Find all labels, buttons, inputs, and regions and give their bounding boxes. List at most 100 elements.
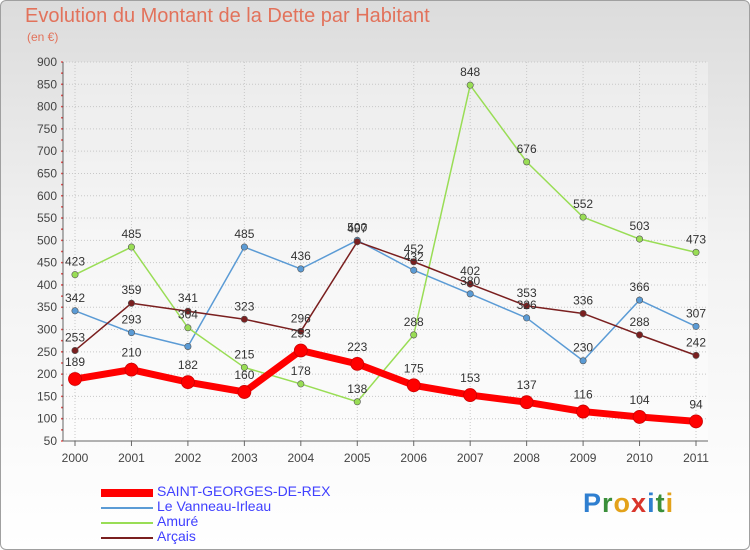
y-minor-tick: [61, 350, 63, 353]
y-minor-tick: [61, 61, 63, 63]
data-point: [184, 324, 192, 332]
y-minor-tick: [61, 250, 63, 253]
y-minor-tick: [61, 317, 63, 320]
y-tick-label: 550: [37, 211, 57, 225]
data-point: [466, 81, 474, 89]
y-minor-tick: [61, 384, 63, 387]
y-tick-label: 400: [37, 278, 57, 292]
data-label: 452: [404, 242, 424, 256]
data-point: [127, 329, 135, 337]
data-label: 215: [234, 347, 254, 361]
data-point: [692, 248, 700, 256]
data-point: [124, 362, 139, 377]
y-minor-tick: [61, 284, 63, 286]
y-tick-label: 900: [37, 55, 57, 69]
data-point: [127, 243, 135, 251]
data-label: 473: [686, 232, 706, 246]
data-point: [240, 363, 248, 371]
data-point: [237, 385, 252, 399]
data-label: 485: [234, 227, 254, 241]
data-label: 137: [517, 378, 537, 392]
x-tick-label: 2010: [626, 451, 653, 465]
data-label: 342: [65, 291, 85, 305]
data-label: 326: [517, 298, 537, 312]
data-point: [579, 357, 587, 365]
y-minor-tick: [61, 183, 63, 186]
y-tick-label: 500: [37, 233, 57, 247]
y-minor-tick: [61, 261, 63, 264]
data-label: 189: [65, 355, 85, 369]
data-point: [297, 265, 305, 273]
data-point: [466, 280, 474, 288]
data-label: 230: [573, 341, 593, 355]
y-tick-label: 100: [37, 412, 57, 426]
y-minor-tick: [61, 150, 63, 153]
legend-label: Amuré: [157, 513, 199, 529]
legend-swatch: [101, 507, 153, 509]
data-point: [293, 343, 308, 358]
y-tick-label: 300: [37, 323, 57, 337]
data-point: [636, 296, 644, 304]
x-tick-label: 2011: [683, 451, 709, 465]
data-point: [184, 342, 192, 350]
data-label: 178: [291, 364, 311, 378]
x-tick-label: 2001: [118, 451, 145, 465]
data-point: [181, 375, 195, 390]
data-label: 296: [291, 311, 311, 325]
y-tick-label: 750: [37, 122, 57, 136]
legend-label: SAINT-GEORGES-DE-REX: [157, 483, 331, 499]
data-label: 436: [291, 249, 311, 263]
data-point: [636, 331, 644, 339]
data-label: 485: [121, 227, 141, 241]
data-point: [71, 307, 79, 315]
data-point: [692, 351, 700, 359]
data-point: [127, 299, 135, 307]
data-point: [353, 398, 361, 406]
data-label: 153: [460, 371, 480, 385]
x-tick-label: 2007: [457, 451, 484, 465]
y-minor-tick: [61, 440, 63, 442]
y-minor-tick: [61, 172, 63, 175]
x-tick-label: 2005: [344, 451, 371, 465]
data-label: 288: [404, 315, 424, 329]
data-point: [692, 322, 700, 330]
data-label: 336: [573, 293, 593, 307]
data-label: 353: [517, 286, 537, 300]
y-tick-label: 650: [37, 166, 57, 180]
legend-swatch: [101, 537, 153, 539]
data-label: 359: [121, 283, 141, 297]
x-tick-label: 2003: [231, 451, 258, 465]
data-label: 175: [404, 361, 424, 375]
y-tick-label: 250: [37, 345, 57, 359]
data-point: [519, 395, 534, 410]
y-tick-label: 150: [37, 389, 57, 403]
y-tick-label: 600: [37, 189, 57, 203]
y-tick-label: 200: [37, 367, 57, 381]
data-label: 366: [630, 280, 650, 294]
y-minor-tick: [61, 239, 63, 242]
y-minor-tick: [61, 295, 63, 297]
data-point: [466, 290, 474, 298]
data-label: 288: [630, 315, 650, 329]
series-line: [71, 346, 700, 425]
y-minor-tick: [61, 362, 63, 364]
data-label: 138: [347, 382, 367, 396]
y-tick-label: 50: [44, 434, 58, 448]
data-point: [523, 314, 531, 322]
x-tick-label: 2002: [175, 451, 202, 465]
y-minor-tick: [61, 417, 63, 420]
y-minor-tick: [61, 194, 63, 197]
data-label: 676: [517, 142, 537, 156]
x-tick-label: 2004: [287, 451, 314, 465]
proxiti-logo: Proxiti: [583, 488, 675, 518]
data-label: 182: [178, 358, 198, 372]
y-minor-tick: [61, 105, 63, 108]
y-minor-tick: [61, 72, 63, 75]
series-line: [74, 84, 697, 403]
data-point: [689, 414, 703, 429]
data-label: 423: [65, 255, 85, 269]
legend-label: Le Vanneau-Irleau: [157, 498, 272, 514]
legend-swatch: [101, 489, 153, 497]
series-line: [74, 239, 697, 362]
